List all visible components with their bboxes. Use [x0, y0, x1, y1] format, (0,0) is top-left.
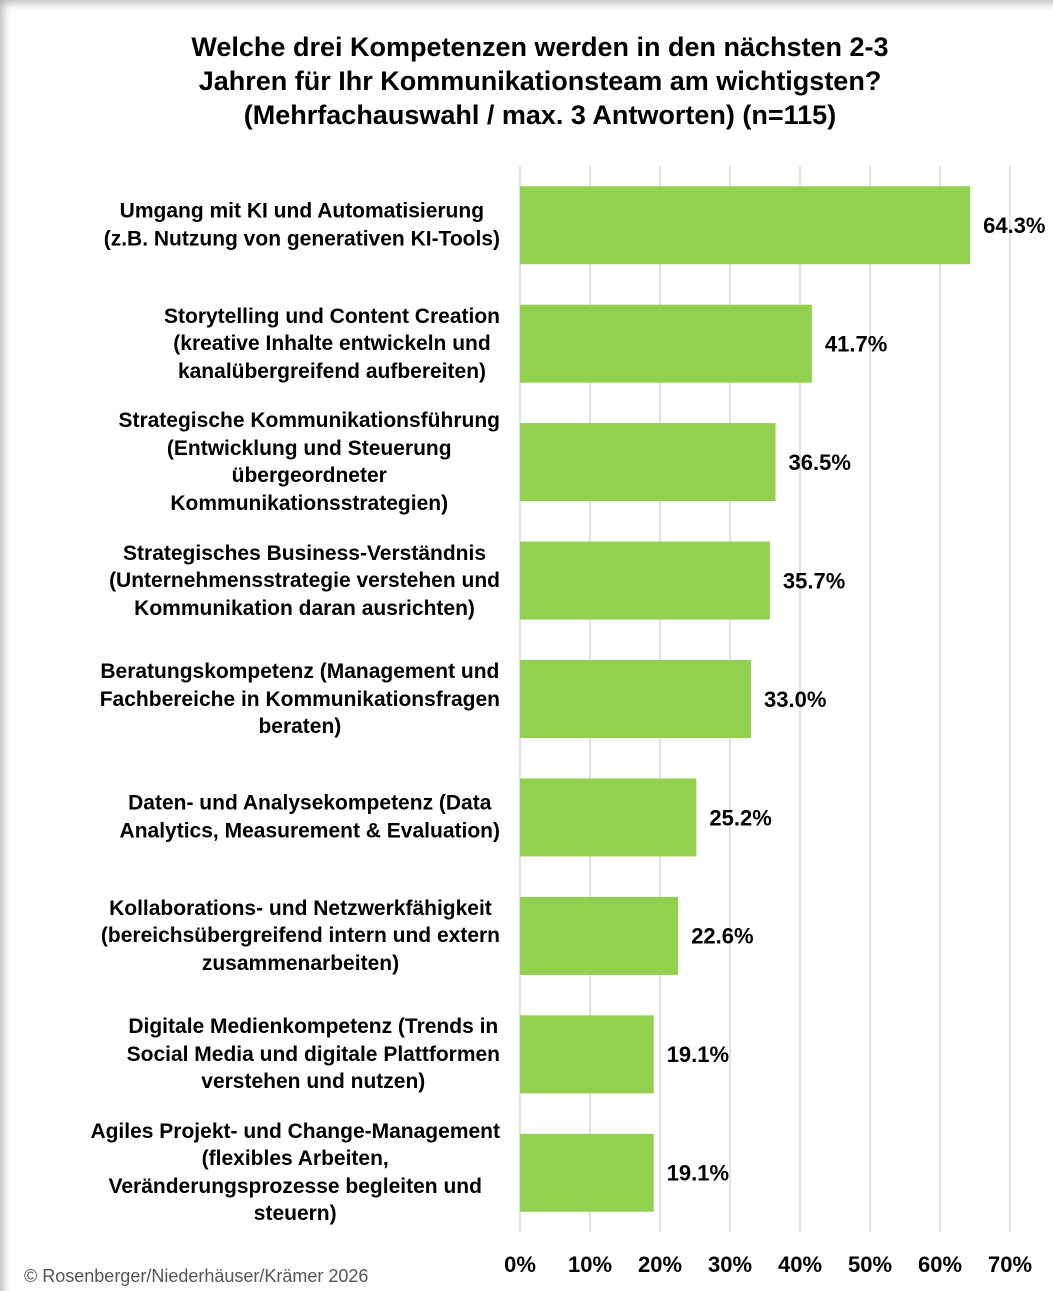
category-label-box: Umgang mit KI und Automatisierung (z.B. …	[0, 198, 500, 253]
bar	[520, 778, 697, 857]
x-tick-label: 20%	[638, 1252, 682, 1277]
x-tick-label: 40%	[778, 1252, 822, 1277]
category-label: Strategisches Business-Verständnis (Unte…	[109, 541, 500, 620]
chart-title: Welche drei Kompetenzen werden in den nä…	[191, 32, 889, 130]
category-label: Beratungskompetenz (Management und Fachb…	[99, 659, 500, 738]
value-label: 64.3%	[983, 213, 1045, 238]
bar	[520, 304, 812, 383]
bar	[520, 541, 770, 620]
bar	[520, 660, 751, 738]
category-label-box: Digitale Medienkompetenz (Trends in Soci…	[0, 1013, 500, 1096]
x-tick-label: 30%	[708, 1252, 752, 1277]
value-label: 41.7%	[825, 331, 887, 356]
category-label: Digitale Medienkompetenz (Trends in Soci…	[126, 1015, 500, 1094]
value-label: 35.7%	[783, 568, 845, 593]
x-tick-label: 50%	[848, 1252, 892, 1277]
category-label-box: Agiles Projekt- und Change-Management (f…	[0, 1118, 500, 1228]
bar	[520, 1015, 654, 1094]
value-label: 25.2%	[709, 805, 771, 830]
category-label: Storytelling und Content Creation (kreat…	[164, 304, 500, 383]
bar	[520, 1133, 654, 1212]
category-label-box: Storytelling und Content Creation (kreat…	[0, 302, 500, 385]
x-tick-label: 0%	[504, 1252, 536, 1277]
bar	[520, 423, 776, 502]
value-label: 36.5%	[789, 450, 851, 475]
value-label: 19.1%	[667, 1042, 729, 1067]
bar	[520, 896, 679, 975]
value-label: 22.6%	[691, 924, 753, 949]
category-label: Umgang mit KI und Automatisierung (z.B. …	[103, 199, 500, 251]
value-label: 33.0%	[764, 687, 826, 712]
category-label: Kollaborations- und Netzwerkfähigkeit (b…	[100, 896, 500, 975]
x-tick-label: 10%	[568, 1252, 612, 1277]
value-label: 19.1%	[667, 1161, 729, 1186]
category-label-box: Beratungskompetenz (Management und Fachb…	[0, 658, 500, 741]
x-tick-label: 70%	[988, 1252, 1032, 1277]
source-note: © Rosenberger/Niederhäuser/Krämer 2026	[24, 1266, 369, 1286]
bar	[520, 186, 971, 265]
category-label-box: Strategische Kommunikationsführung (Entw…	[0, 407, 500, 517]
category-label-box: Daten- und Analysekompetenz (Data Analyt…	[0, 790, 500, 845]
category-label: Strategische Kommunikationsführung (Entw…	[118, 409, 500, 515]
category-label-box: Strategisches Business-Verständnis (Unte…	[0, 539, 500, 622]
category-label: Agiles Projekt- und Change-Management (f…	[90, 1119, 500, 1226]
category-label: Daten- und Analysekompetenz (Data Analyt…	[119, 791, 500, 843]
category-label-box: Kollaborations- und Netzwerkfähigkeit (b…	[0, 895, 500, 978]
x-tick-label: 60%	[918, 1252, 962, 1277]
